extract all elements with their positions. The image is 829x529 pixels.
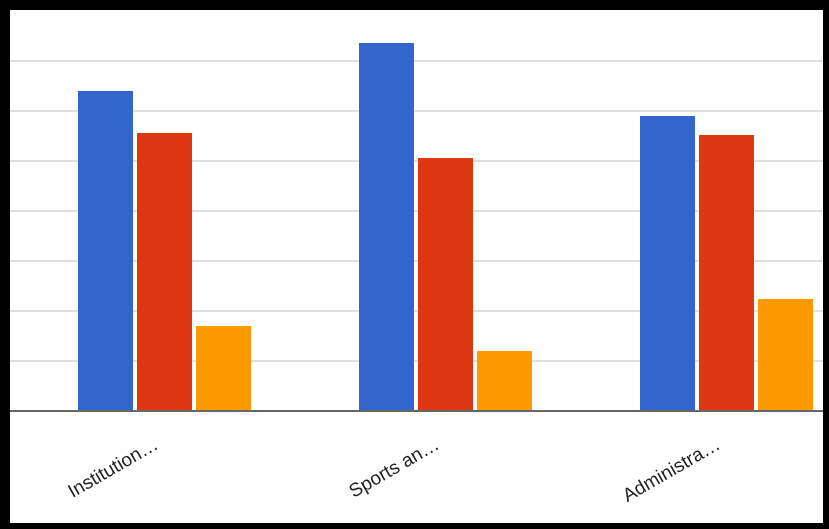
bar-2-series-1[interactable]	[359, 43, 414, 411]
bar-chart: Institution… Sports an… Administra…	[10, 43, 823, 507]
bar-2-series-2[interactable]	[418, 158, 473, 411]
x-tick-labels: Institution… Sports an… Administra…	[65, 434, 724, 507]
bar-1-series-1[interactable]	[78, 91, 133, 411]
x-tick-label: Sports an…	[346, 434, 443, 502]
bar-3-series-2[interactable]	[699, 135, 754, 411]
bar-3-series-3[interactable]	[758, 299, 813, 411]
x-tick-label: Administra…	[619, 434, 724, 507]
bar-1-series-3[interactable]	[196, 326, 251, 411]
bar-2-series-3[interactable]	[477, 351, 532, 411]
bars	[78, 43, 813, 411]
x-tick-label: Institution…	[65, 434, 162, 502]
bar-1-series-2[interactable]	[137, 133, 192, 411]
chart-frame: Institution… Sports an… Administra…	[10, 10, 823, 523]
bar-3-series-1[interactable]	[640, 116, 695, 411]
